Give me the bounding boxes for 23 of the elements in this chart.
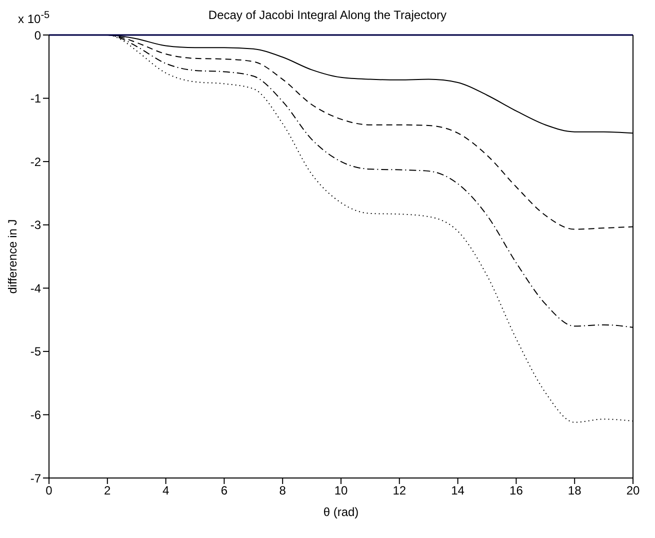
- y-tick-label: -5: [30, 344, 42, 359]
- y-tick-label: -3: [30, 218, 42, 232]
- x-tick-label: 4: [162, 484, 170, 498]
- x-tick-label: 20: [626, 484, 640, 498]
- x-tick-label: 10: [334, 484, 348, 498]
- x-tick-label: 8: [279, 484, 286, 498]
- x-tick-label: 18: [568, 484, 582, 498]
- x-tick-label: 6: [220, 484, 228, 498]
- x-tick-label: 14: [451, 484, 465, 498]
- chart-title: Decay of Jacobi Integral Along the Trajectory: [208, 8, 447, 22]
- text: x 10$^{-5}$: [18, 10, 50, 26]
- x-tick-label: 0: [46, 484, 53, 498]
- y-tick-label: -1: [30, 92, 42, 106]
- x-tick-label: 16: [510, 484, 524, 498]
- y-tick-label: 0: [34, 28, 42, 42]
- x-axis-title: θ (rad): [323, 505, 359, 519]
- y-tick-label: -6: [30, 408, 42, 422]
- y-axis-title: difference in J: [5, 219, 20, 294]
- x-tick-label: 2: [104, 484, 112, 498]
- y-tick-label: -2: [30, 154, 42, 169]
- x-tick-label: 12: [392, 484, 406, 498]
- y-tick-label: -4: [30, 281, 42, 296]
- y-tick-label: -7: [30, 471, 42, 486]
